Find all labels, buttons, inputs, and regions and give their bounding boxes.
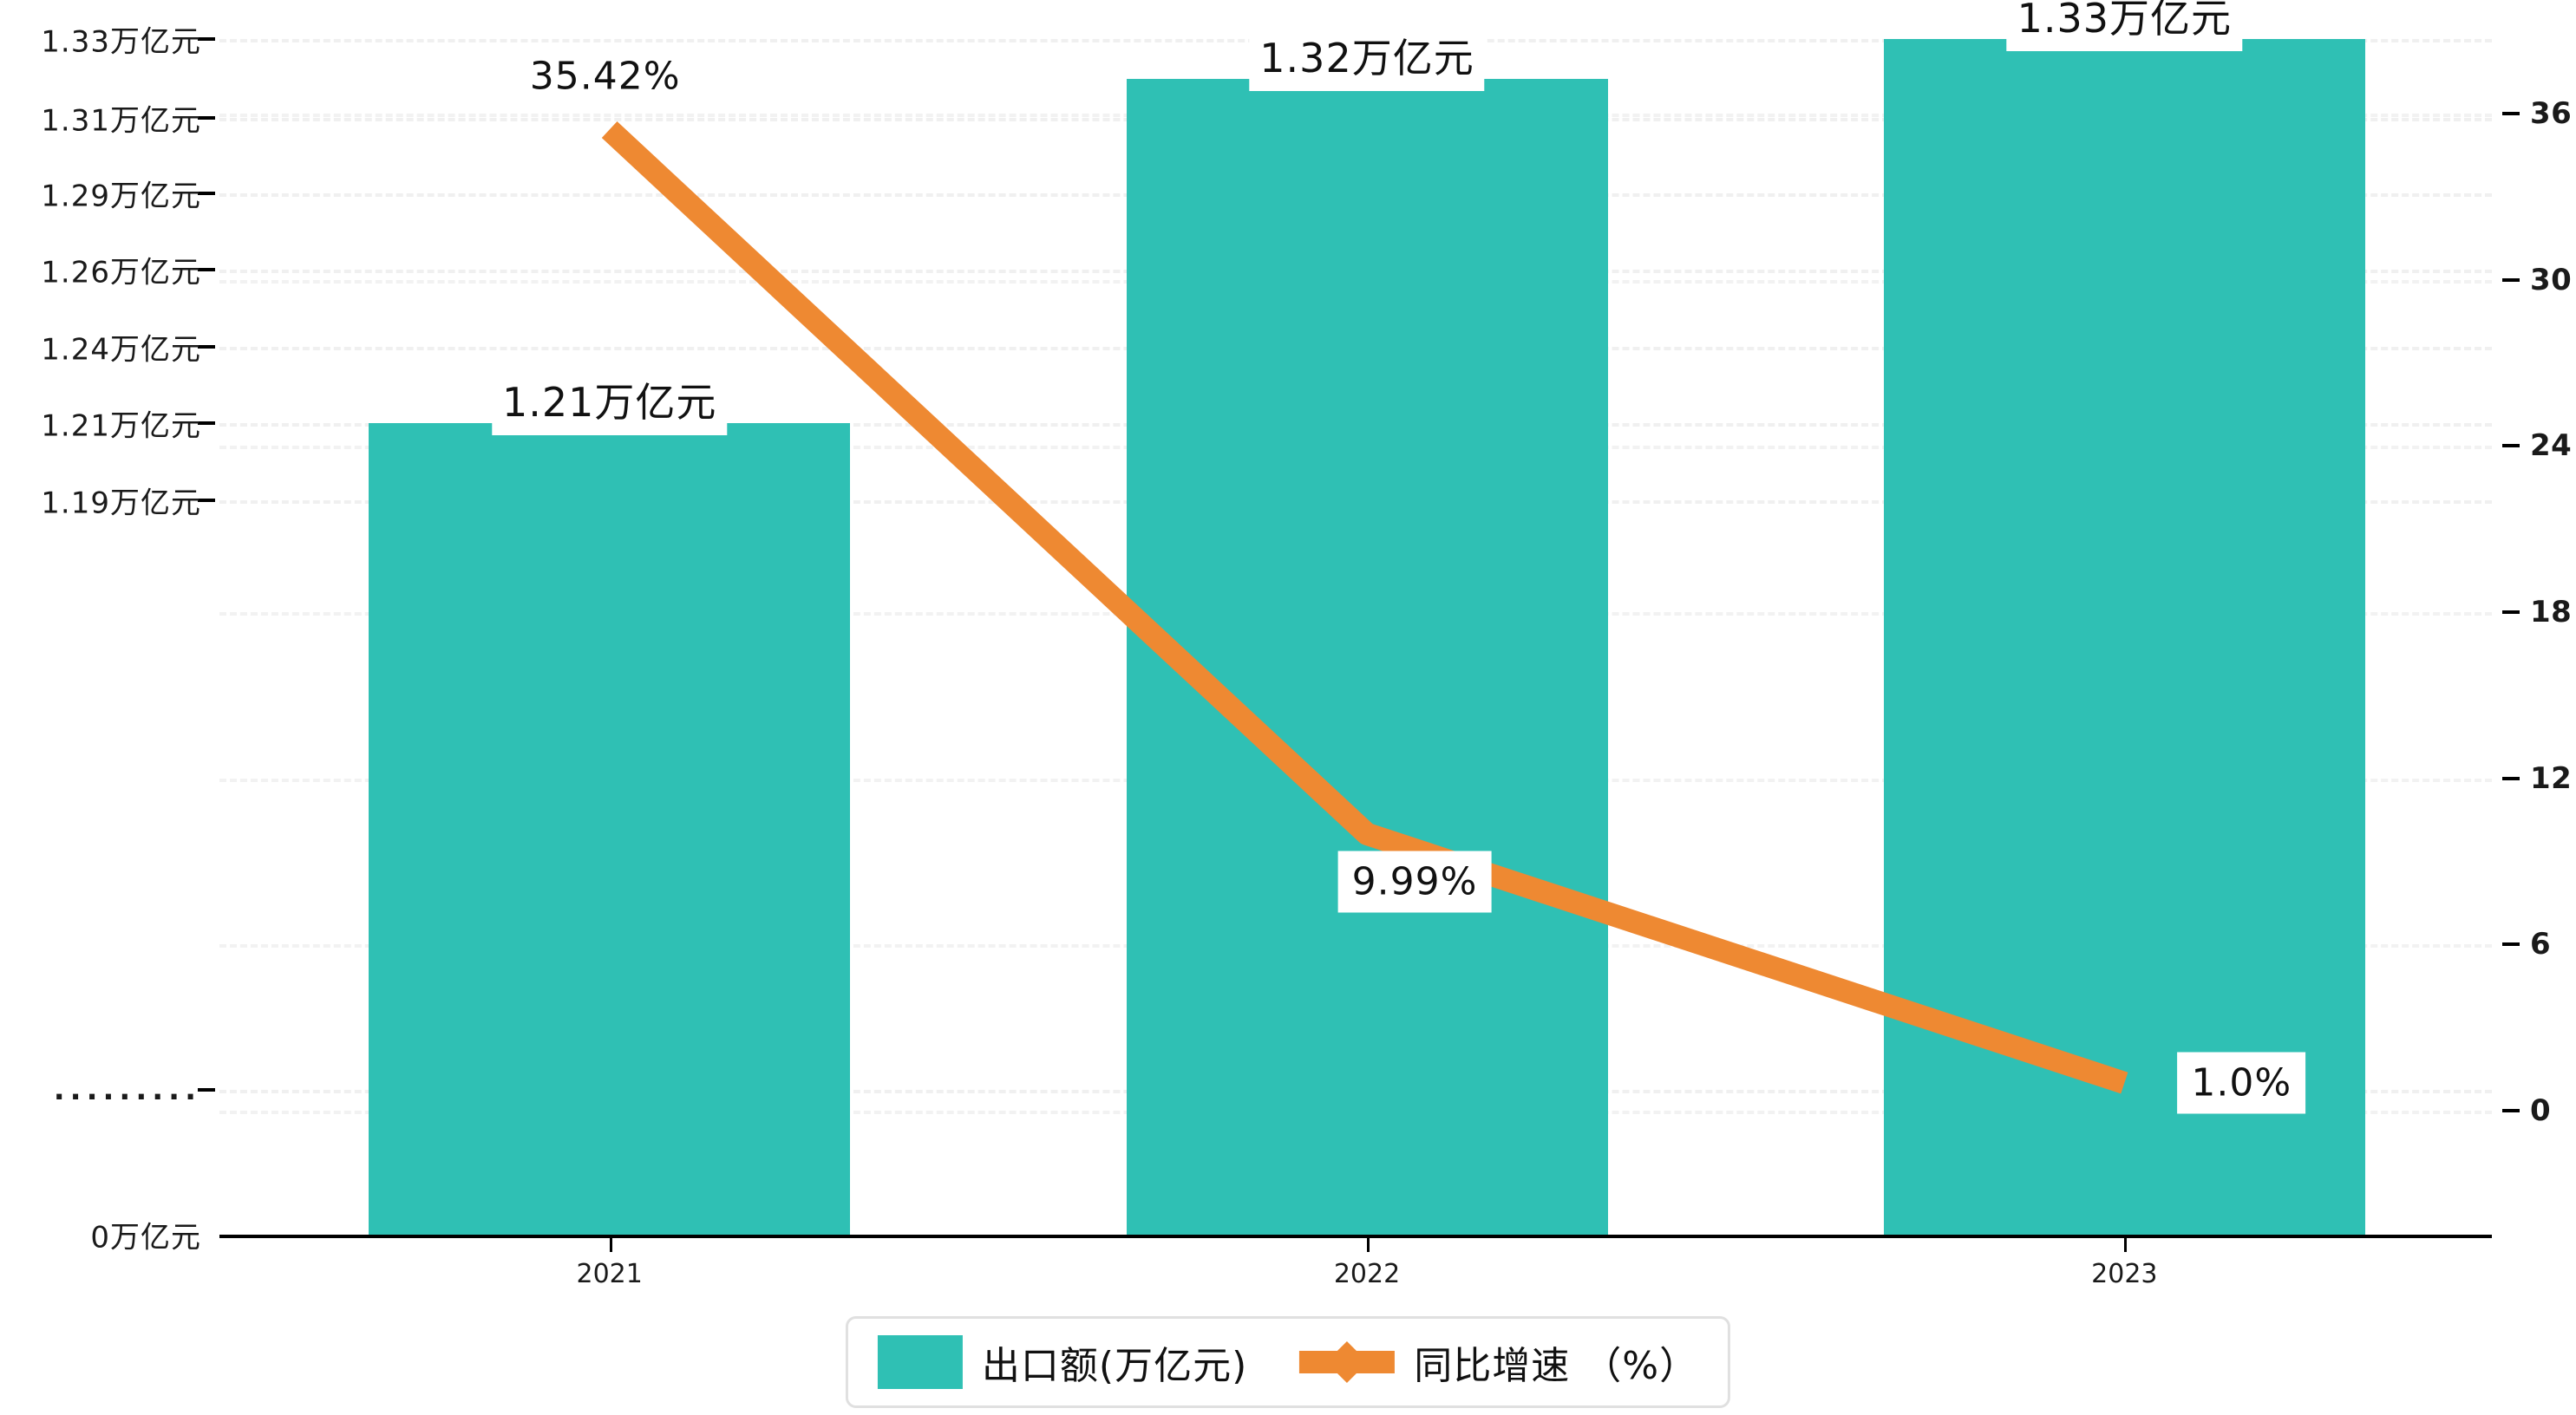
y-axis-left-label: 1.33万亿元 (41, 24, 201, 60)
y-axis-left-tick (198, 192, 215, 195)
y-axis-left-label: 1.26万亿元 (41, 255, 201, 290)
x-axis-label: 2023 (2091, 1259, 2158, 1289)
y-axis-right-tick (2502, 610, 2520, 614)
x-axis-label: 2021 (576, 1259, 643, 1289)
y-axis-right-label: 30 (2530, 262, 2573, 297)
bar[interactable] (369, 423, 851, 1235)
x-axis-tick (2124, 1238, 2128, 1252)
y-axis-left-label: ......... (53, 1073, 201, 1107)
chart-legend: 出口额(万亿元) 同比增速 （%） (845, 1316, 1731, 1408)
bar-value-label: 1.32万亿元 (1249, 23, 1485, 91)
y-axis-right-tick (2502, 942, 2520, 947)
y-axis-left-label: 1.19万亿元 (41, 486, 201, 521)
x-axis-line (219, 1235, 2492, 1238)
y-axis-right-tick (2502, 1109, 2520, 1112)
y-axis-right-label: 36 (2530, 96, 2573, 131)
growth-rate-label: 35.42% (529, 54, 681, 99)
x-axis-tick (609, 1238, 612, 1252)
y-axis-left-label: 1.31万亿元 (41, 103, 201, 139)
line-diamond-swatch-icon (1299, 1335, 1396, 1389)
bar[interactable] (1126, 78, 1608, 1235)
y-axis-left-tick (198, 37, 215, 41)
y-axis-left-tick (198, 499, 215, 502)
y-axis-right-tick (2502, 776, 2520, 780)
legend-label-growth-rate: 同比增速 （%） (1414, 1344, 1699, 1388)
bar-value-label: 1.33万亿元 (2006, 0, 2243, 51)
y-axis-right-tick (2502, 112, 2520, 115)
y-axis-right-label: 6 (2530, 927, 2552, 962)
y-axis-right-label: 0 (2530, 1093, 2552, 1128)
legend-item-growth-rate[interactable]: 同比增速 （%） (1299, 1334, 1698, 1390)
y-axis-left-label: 1.21万亿元 (41, 408, 201, 444)
y-axis-left-tick (198, 1088, 215, 1092)
x-axis-tick (1367, 1238, 1370, 1252)
y-axis-left-tick (198, 345, 215, 349)
y-axis-left-label: 1.24万亿元 (41, 332, 201, 368)
y-axis-right-label: 24 (2530, 428, 2573, 464)
y-axis-left-tick (198, 268, 215, 271)
y-axis-right-label: 12 (2530, 760, 2573, 796)
y-axis-left-tick (198, 421, 215, 425)
bar-value-label: 1.21万亿元 (491, 368, 728, 435)
legend-label-export-value: 出口额(万亿元) (981, 1344, 1248, 1388)
x-axis-label: 2022 (1333, 1259, 1401, 1289)
y-axis-right-tick (2502, 444, 2520, 448)
y-axis-right-tick (2502, 277, 2520, 282)
y-axis-left-label: 1.29万亿元 (41, 179, 201, 214)
y-axis-left-label: 0万亿元 (90, 1220, 201, 1255)
legend-item-export-value[interactable]: 出口额(万亿元) (877, 1334, 1248, 1390)
bar-swatch-icon (877, 1335, 963, 1389)
growth-rate-label: 1.0% (2177, 1052, 2306, 1114)
y-axis-left-tick (198, 116, 215, 120)
growth-rate-label: 9.99% (1337, 851, 1492, 913)
y-axis-right-label: 18 (2530, 595, 2573, 629)
